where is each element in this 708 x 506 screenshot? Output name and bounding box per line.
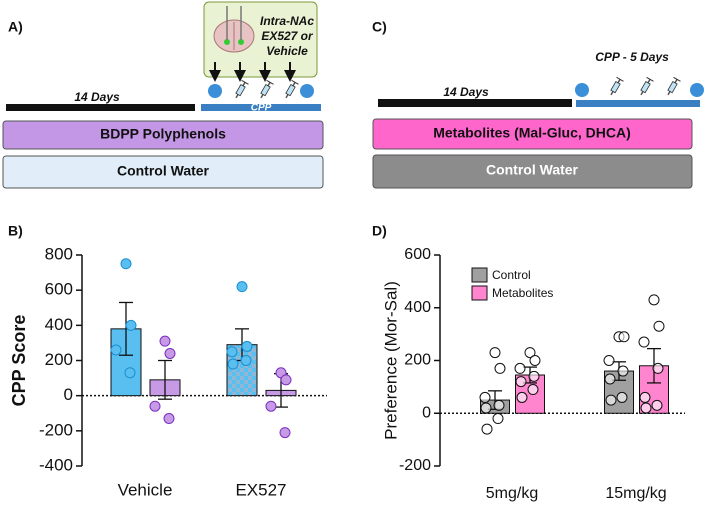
phase-label: CPP - 5 Days: [595, 50, 669, 64]
bar: [110, 328, 142, 397]
y-tick-label: 600: [45, 280, 73, 299]
data-point: [617, 365, 629, 377]
x-tick-label: 5mg/kg: [486, 485, 538, 502]
data-point: [494, 362, 506, 374]
y-tick-label: 600: [404, 246, 431, 263]
data-point: [164, 347, 176, 359]
legend-swatch: [471, 267, 488, 283]
x-tick-label: 15mg/kg: [605, 485, 666, 502]
y-tick-label: 800: [45, 244, 73, 263]
data-point: [524, 347, 536, 359]
y-tick-label: 0: [422, 404, 431, 421]
x-tick-label: EX527: [235, 480, 286, 499]
data-point: [236, 281, 248, 293]
circle-icon: [208, 84, 222, 98]
y-tick-label: -200: [399, 457, 431, 474]
treatment-text: Metabolites (Mal-Gluc, DHCA): [433, 125, 631, 141]
arrows: [209, 62, 296, 82]
data-point: [163, 413, 175, 425]
data-point: [226, 346, 238, 358]
injection-text: Vehicle: [266, 44, 308, 58]
data-point: [492, 413, 504, 425]
legend-label: Control: [492, 268, 531, 282]
y-tick-label: -200: [39, 420, 73, 439]
circle-icon: [690, 83, 704, 97]
data-point: [651, 399, 663, 411]
data-point: [514, 362, 526, 374]
data-point: [480, 402, 492, 414]
data-point: [124, 367, 136, 379]
data-point: [279, 427, 291, 439]
control-text: Control Water: [486, 162, 579, 178]
data-point: [120, 258, 132, 270]
data-point: [241, 340, 253, 352]
panel-label: C): [372, 19, 387, 35]
data-point: [481, 423, 493, 435]
y-tick-label: 200: [404, 352, 431, 369]
treatment-box: [2, 120, 324, 150]
y-axis-title: CPP Score: [9, 315, 29, 407]
y-axis-title: Preference (Mor-Sal): [381, 281, 400, 440]
data-point: [479, 391, 491, 403]
data-point: [616, 391, 628, 403]
control-text: Control Water: [117, 163, 210, 179]
panel-label: B): [8, 223, 23, 239]
data-point: [529, 355, 541, 366]
data-point: [653, 320, 665, 332]
data-point: [528, 370, 540, 382]
data-point: [527, 384, 539, 396]
treatment-box: [372, 118, 693, 150]
data-point: [493, 399, 505, 411]
data-point: [159, 335, 171, 347]
phase-bar: [6, 104, 195, 111]
control-box: [2, 155, 324, 189]
data-point: [110, 344, 122, 356]
data-point: [604, 373, 616, 385]
data-point: [149, 400, 161, 412]
circle-icon: [300, 84, 314, 98]
injection-text: Intra-NAc: [260, 14, 314, 28]
legend-label: Metabolites: [492, 286, 553, 300]
data-point: [516, 391, 528, 403]
phase-label: 14 Days: [74, 90, 120, 104]
data-point: [515, 376, 527, 388]
data-point: [280, 374, 292, 386]
injection-text: EX527 or: [261, 29, 314, 43]
phase-label: 14 Days: [443, 85, 489, 99]
data-point: [240, 355, 252, 366]
data-point: [605, 394, 617, 406]
phase-label: CPP: [251, 103, 272, 114]
panel-label: A): [8, 19, 23, 35]
phase-bar: [201, 104, 321, 111]
circle-icon: [575, 83, 589, 97]
y-tick-label: 0: [64, 385, 73, 404]
legend-swatch: [471, 285, 488, 301]
data-point: [648, 294, 660, 306]
y-tick-label: -400: [39, 455, 73, 474]
data-point: [640, 402, 652, 414]
data-point: [227, 358, 239, 370]
phase-bar: [378, 99, 572, 107]
data-point: [489, 347, 501, 359]
y-tick-label: 400: [404, 299, 431, 316]
data-point: [618, 331, 630, 343]
panel-label: D): [372, 223, 387, 239]
data-point: [638, 336, 650, 348]
data-point: [603, 355, 615, 366]
phase-bar: [576, 100, 700, 107]
data-point: [639, 391, 651, 403]
data-point: [265, 400, 277, 412]
control-box: [372, 154, 693, 189]
x-tick-label: Vehicle: [118, 480, 173, 499]
y-tick-label: 400: [45, 315, 73, 334]
y-tick-label: 200: [45, 350, 73, 369]
data-point: [652, 362, 664, 374]
data-point: [125, 319, 137, 331]
treatment-text: BDPP Polyphenols: [100, 126, 226, 142]
